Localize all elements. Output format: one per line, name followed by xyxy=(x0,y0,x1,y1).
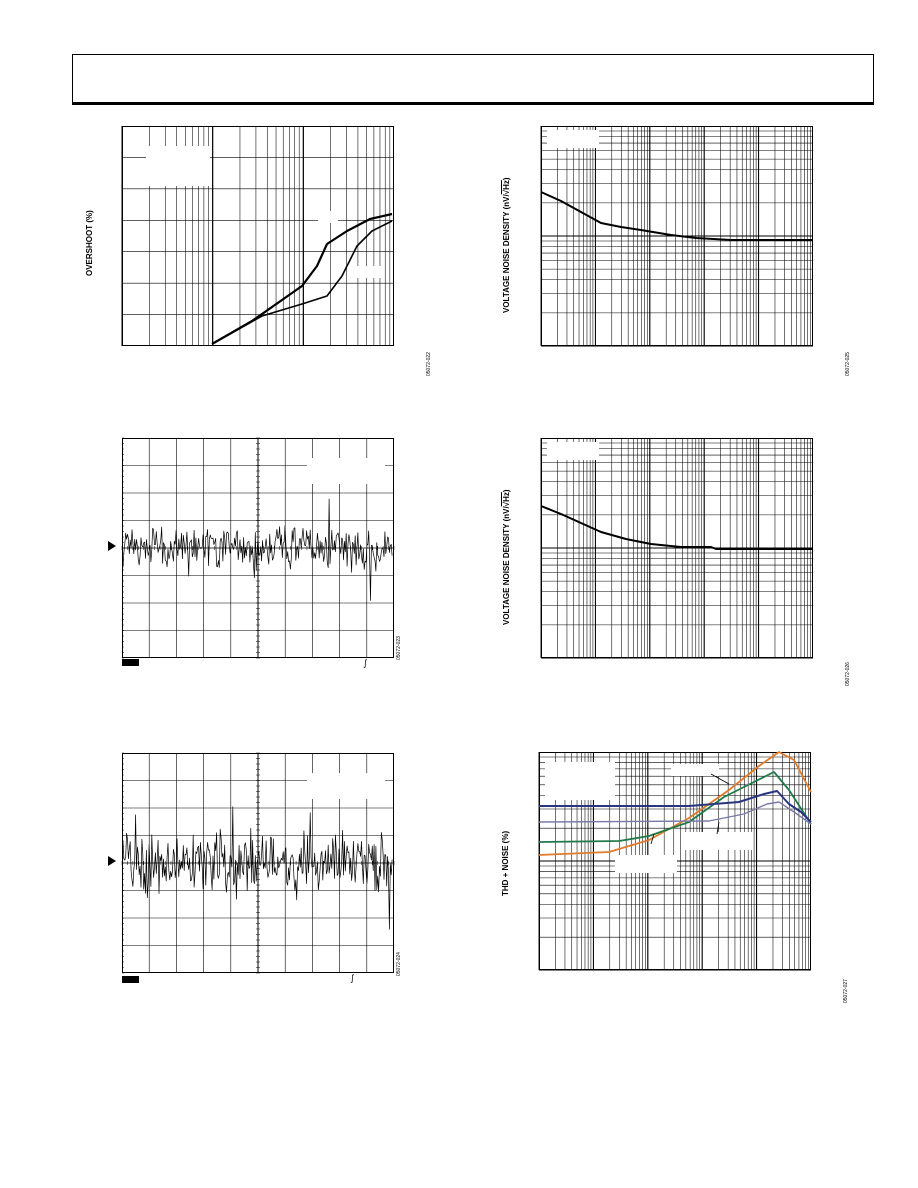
voltage-noise-density-2-figure-number: 05072-026 xyxy=(845,662,851,686)
noise-time-chart-1 xyxy=(121,437,395,659)
noise-time-1-figure-number: 05072-023 xyxy=(396,636,402,660)
annotation-arrow xyxy=(710,773,730,785)
thd-series-line xyxy=(538,801,812,825)
thd-series-line xyxy=(539,790,812,823)
trigger-icon: ∫ xyxy=(363,659,368,669)
overshoot-figure-number: 05072-022 xyxy=(426,352,432,376)
noise-time-chart-2 xyxy=(121,752,395,974)
voltage-noise-density-1-figure-number: 05072-025 xyxy=(845,352,851,376)
overshoot-chart xyxy=(121,126,394,346)
noise-density-line xyxy=(540,191,812,241)
legend-area xyxy=(146,146,210,186)
noise-trace xyxy=(122,806,393,930)
voltage-noise-density-chart-1 xyxy=(540,126,813,347)
thd-noise-chart xyxy=(538,751,812,971)
thd-noise-y-label: THD + NOISE (%) xyxy=(501,830,510,896)
annotation-arrow xyxy=(650,833,655,845)
legend-area xyxy=(615,855,677,873)
legend-area xyxy=(671,764,719,776)
voltage-noise-density-1-y-label: VOLTAGE NOISE DENSITY (nV/√Hz) xyxy=(502,177,511,313)
noise-trace xyxy=(122,498,393,601)
thd-series-line xyxy=(538,751,812,856)
voltage-noise-density-2-y-label: VOLTAGE NOISE DENSITY (nV/√Hz) xyxy=(502,489,511,625)
voltage-noise-density-chart-2 xyxy=(540,438,813,659)
legend-area xyxy=(307,773,385,799)
channel-label xyxy=(122,976,139,983)
noise-time-2-figure-number: 05072-024 xyxy=(396,952,402,976)
annotation-arrow xyxy=(716,821,720,835)
legend-area xyxy=(318,211,338,223)
noise-density-line xyxy=(540,505,812,550)
trigger-icon: ∫ xyxy=(350,974,355,984)
series-line xyxy=(211,212,393,345)
thd-series-line xyxy=(538,771,812,843)
legend-area xyxy=(684,832,752,850)
overshoot-y-label: OVERSHOOT (%) xyxy=(85,210,94,276)
series-line xyxy=(211,220,393,345)
legend-area xyxy=(547,130,599,148)
legend-area xyxy=(547,442,599,460)
channel-label xyxy=(122,659,139,666)
thd-noise-figure-number: 05072-027 xyxy=(843,979,849,1003)
ground-reference-marker xyxy=(108,856,116,866)
ground-reference-marker xyxy=(108,541,116,551)
page-header xyxy=(72,54,874,105)
legend-area xyxy=(307,458,385,484)
legend-area xyxy=(352,266,382,278)
legend-area xyxy=(545,762,615,800)
